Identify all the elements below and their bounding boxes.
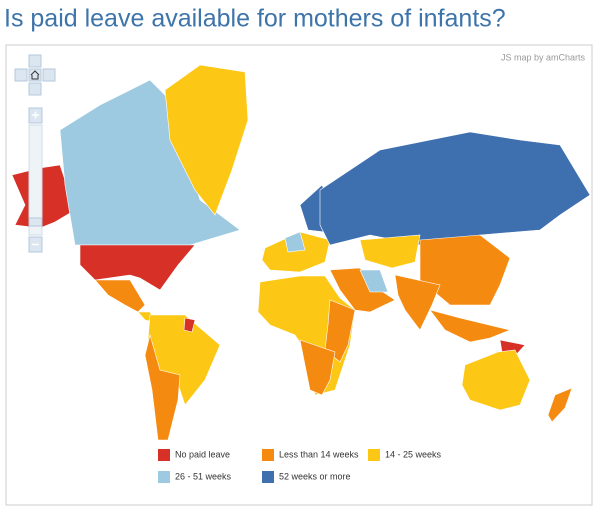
zoom-slider[interactable]: [28, 217, 43, 227]
zoom-controls: [14, 54, 56, 253]
legend-swatch: [158, 449, 170, 461]
country-region[interactable]: [144, 333, 181, 441]
page-title: Is paid leave available for mothers of i…: [4, 5, 506, 33]
legend-label: 26 - 51 weeks: [175, 471, 232, 481]
map-credit[interactable]: JS map by amCharts: [501, 52, 586, 62]
country-region[interactable]: [547, 387, 573, 423]
country-region[interactable]: [299, 339, 336, 396]
legend-swatch: [262, 449, 274, 461]
country-region[interactable]: [461, 349, 531, 411]
map-regions: [11, 64, 591, 441]
pan-left[interactable]: [14, 68, 28, 82]
plus-icon: [32, 111, 39, 119]
legend-label: 14 - 25 weeks: [385, 449, 442, 459]
country-region[interactable]: [319, 131, 591, 246]
home-icon: [30, 70, 40, 80]
legend-swatch: [262, 471, 274, 483]
pan-right[interactable]: [42, 68, 56, 82]
legend-label: 52 weeks or more: [279, 471, 351, 481]
country-region[interactable]: [79, 244, 196, 291]
country-region[interactable]: [284, 231, 306, 253]
country-region[interactable]: [164, 64, 249, 216]
legend-swatch: [158, 471, 170, 483]
country-region[interactable]: [324, 299, 356, 363]
country-region[interactable]: [394, 274, 441, 331]
country-region[interactable]: [359, 269, 389, 293]
zoom-track[interactable]: [28, 124, 43, 236]
country-region[interactable]: [11, 164, 76, 229]
country-region[interactable]: [59, 79, 241, 246]
country-region[interactable]: [359, 234, 421, 269]
pan-down[interactable]: [28, 82, 42, 96]
pan-up[interactable]: [28, 54, 42, 68]
legend-label: Less than 14 weeks: [279, 449, 359, 459]
legend: No paid leave Less than 14 weeks 14 - 25 w…: [158, 449, 442, 483]
legend-swatch: [368, 449, 380, 461]
country-region[interactable]: [261, 231, 331, 273]
country-region[interactable]: [429, 309, 511, 343]
country-region[interactable]: [183, 317, 196, 333]
legend-label: No paid leave: [175, 449, 230, 459]
